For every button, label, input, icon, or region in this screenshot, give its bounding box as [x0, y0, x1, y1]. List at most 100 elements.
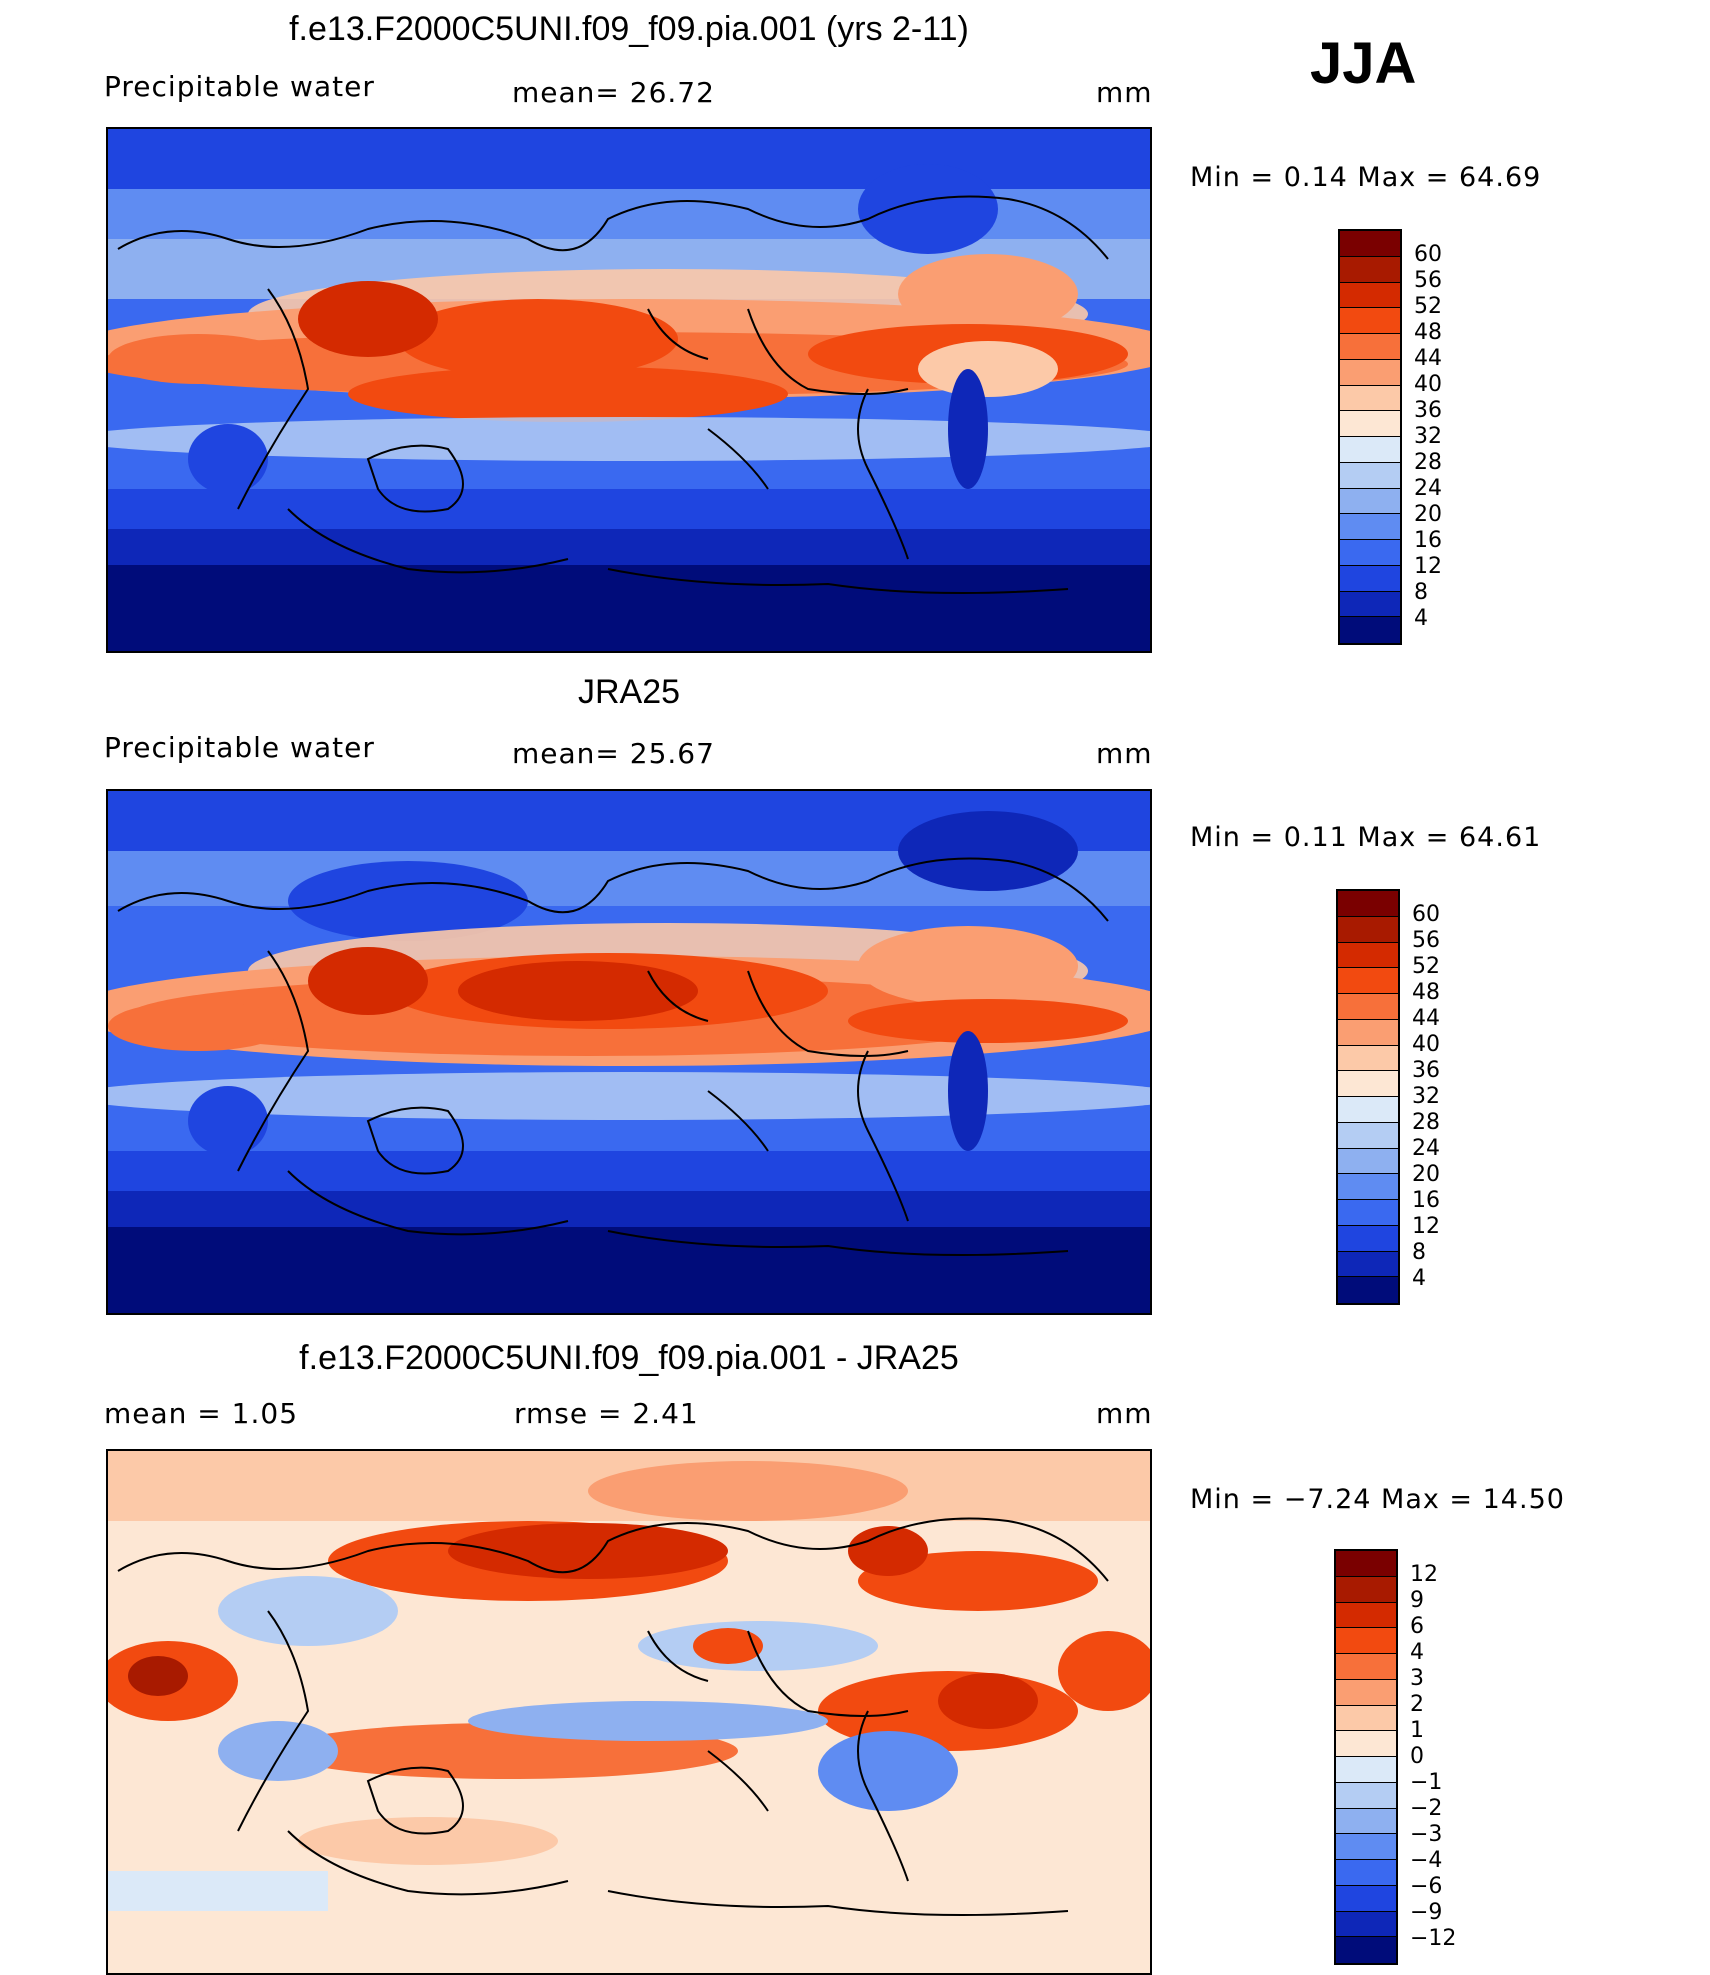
colorbar-tick-label: 3 — [1410, 1666, 1424, 1691]
colorbar-tick-label: 52 — [1414, 294, 1442, 319]
colorbar-tick-label: 56 — [1412, 928, 1440, 953]
colorbar-tick-label: 32 — [1414, 424, 1442, 449]
colorbar-tick-label: 40 — [1412, 1032, 1440, 1057]
colorbar-box — [1338, 1200, 1398, 1226]
panel-2-min-max: Min = 0.11 Max = 64.61 — [1190, 822, 1542, 853]
colorbar-tick-label: −12 — [1410, 1926, 1457, 1951]
panel-3-colorbar-ticks: 12 9 6 4 3 2 1 0 −1 −2 −3 −4 −6 −9 −12 — [1410, 1549, 1530, 1965]
colorbar-tick-label: 9 — [1410, 1588, 1424, 1613]
colorbar-tick-label: 44 — [1414, 346, 1442, 371]
colorbar-tick-label: 6 — [1410, 1614, 1424, 1639]
colorbar-box — [1336, 1885, 1396, 1912]
panel-1-colorbar-ticks: 60 56 52 48 44 40 36 32 28 24 20 16 12 8 4 — [1414, 229, 1534, 645]
colorbar-tick-label: 60 — [1414, 242, 1442, 267]
colorbar-tick-label: 4 — [1412, 1266, 1426, 1291]
colorbar-box — [1340, 591, 1400, 618]
colorbar-tick-label: 60 — [1412, 902, 1440, 927]
panel-3-colorbar — [1334, 1549, 1398, 1965]
colorbar-box — [1336, 1576, 1396, 1603]
colorbar-box — [1340, 565, 1400, 592]
colorbar-tick-label: −6 — [1410, 1874, 1443, 1899]
panel-3-min-max: Min = −7.24 Max = 14.50 — [1190, 1484, 1565, 1515]
colorbar-tick-label: 40 — [1414, 372, 1442, 397]
panel-1-min-max: Min = 0.14 Max = 64.69 — [1190, 162, 1542, 193]
colorbar-tick-label: 4 — [1414, 606, 1428, 631]
colorbar-tick-label: 12 — [1414, 554, 1442, 579]
panel-1-colorbar — [1338, 229, 1402, 645]
panel-3-title: f.e13.F2000C5UNI.f09_f09.pia.001 - JRA25 — [299, 1339, 959, 1377]
colorbar-box — [1336, 1628, 1396, 1654]
colorbar-box — [1336, 1731, 1396, 1757]
colorbar-box — [1336, 1782, 1396, 1809]
colorbar-tick-label: 0 — [1410, 1744, 1424, 1769]
panel-2-variable-label: Precipitable water — [104, 731, 375, 764]
colorbar-tick-label: −4 — [1410, 1848, 1443, 1873]
colorbar-box — [1336, 1654, 1396, 1680]
colorbar-box — [1336, 1602, 1396, 1629]
colorbar-tick-label: 56 — [1414, 268, 1442, 293]
panel-1-map — [106, 127, 1152, 653]
colorbar-tick-label: 16 — [1412, 1188, 1440, 1213]
panel-1-title: f.e13.F2000C5UNI.f09_f09.pia.001 (yrs 2-… — [289, 10, 969, 48]
colorbar-box — [1340, 385, 1400, 412]
colorbar-tick-label: 36 — [1414, 398, 1442, 423]
panel-2-colorbar-ticks: 60 56 52 48 44 40 36 32 28 24 20 16 12 8 4 — [1412, 889, 1532, 1305]
colorbar-box — [1338, 916, 1398, 943]
colorbar-tick-label: −3 — [1410, 1822, 1443, 1847]
colorbar-box — [1340, 231, 1400, 257]
colorbar-box — [1336, 1834, 1396, 1860]
colorbar-box — [1340, 256, 1400, 283]
colorbar-tick-label: −2 — [1410, 1796, 1443, 1821]
panel-3-unit-label: mm — [1096, 1397, 1153, 1430]
colorbar-tick-label: 12 — [1410, 1562, 1438, 1587]
colorbar-tick-label: 8 — [1414, 580, 1428, 605]
season-label: JJA — [1310, 31, 1417, 96]
colorbar-box — [1336, 1860, 1396, 1886]
colorbar-box — [1340, 617, 1400, 643]
panel-1-field — [108, 129, 1150, 651]
colorbar-box — [1340, 334, 1400, 360]
colorbar-box — [1336, 1551, 1396, 1577]
colorbar-tick-label: 8 — [1412, 1240, 1426, 1265]
panel-1-unit-label: mm — [1096, 76, 1153, 109]
colorbar-tick-label: 12 — [1412, 1214, 1440, 1239]
colorbar-box — [1336, 1808, 1396, 1835]
colorbar-box — [1338, 968, 1398, 994]
colorbar-tick-label: −9 — [1410, 1900, 1443, 1925]
colorbar-box — [1340, 308, 1400, 334]
colorbar-box — [1338, 1148, 1398, 1175]
colorbar-box — [1340, 359, 1400, 386]
colorbar-box — [1338, 1122, 1398, 1149]
colorbar-box — [1338, 1019, 1398, 1046]
colorbar-tick-label: 2 — [1410, 1692, 1424, 1717]
panel-2-map — [106, 789, 1152, 1315]
colorbar-box — [1338, 1071, 1398, 1097]
colorbar-box — [1340, 411, 1400, 437]
panel-2-unit-label: mm — [1096, 737, 1153, 770]
colorbar-tick-label: 28 — [1414, 450, 1442, 475]
panel-1-mean-label: mean= 26.72 — [512, 76, 715, 109]
colorbar-tick-label: 20 — [1412, 1162, 1440, 1187]
panel-2-field — [108, 791, 1150, 1313]
panel-2-mean-label: mean= 25.67 — [512, 737, 715, 770]
colorbar-box — [1340, 488, 1400, 515]
colorbar-tick-label: 24 — [1412, 1136, 1440, 1161]
colorbar-tick-label: −1 — [1410, 1770, 1443, 1795]
colorbar-tick-label: 48 — [1414, 320, 1442, 345]
colorbar-tick-label: 52 — [1412, 954, 1440, 979]
panel-3-field — [108, 1451, 1150, 1973]
panel-3-rmse-label: rmse = 2.41 — [514, 1397, 699, 1430]
colorbar-box — [1340, 540, 1400, 566]
colorbar-box — [1338, 1251, 1398, 1278]
colorbar-tick-label: 4 — [1410, 1640, 1424, 1665]
colorbar-box — [1338, 994, 1398, 1020]
colorbar-box — [1338, 1097, 1398, 1123]
colorbar-tick-label: 44 — [1412, 1006, 1440, 1031]
colorbar-box — [1340, 514, 1400, 540]
colorbar-tick-label: 20 — [1414, 502, 1442, 527]
colorbar-box — [1340, 462, 1400, 489]
colorbar-box — [1340, 437, 1400, 463]
colorbar-box — [1336, 1705, 1396, 1732]
colorbar-box — [1336, 1937, 1396, 1963]
panel-3-mean-label: mean = 1.05 — [104, 1397, 299, 1430]
